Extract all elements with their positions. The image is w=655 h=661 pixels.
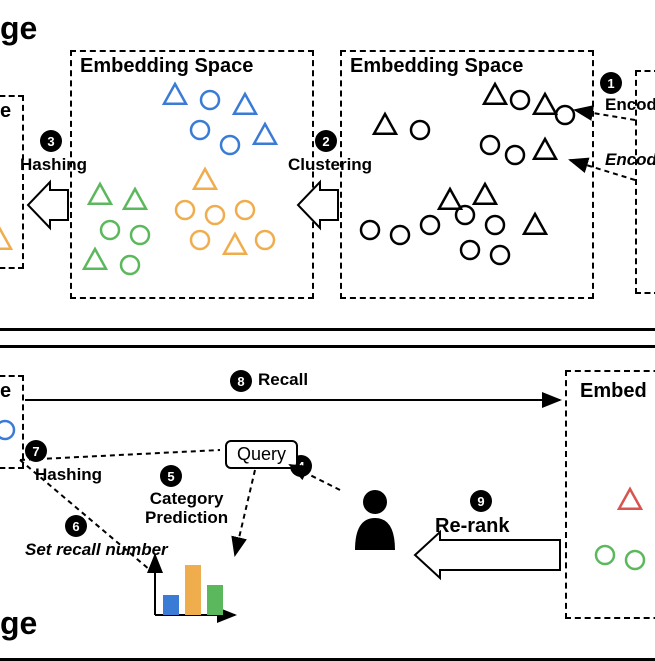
step3-badge: 3 bbox=[40, 130, 62, 152]
step6-label: Set recall number bbox=[25, 540, 168, 560]
step8-label: Recall bbox=[258, 370, 308, 390]
far-left-label: e bbox=[0, 100, 11, 123]
step7-badge: 7 bbox=[25, 440, 47, 462]
bottom-stage-label: ge bbox=[0, 605, 37, 642]
step1-label: Encoding bbox=[605, 95, 655, 115]
bottom-left-label: e bbox=[0, 380, 11, 403]
step1-badge: 1 bbox=[600, 72, 622, 94]
query-box: Query bbox=[225, 440, 298, 469]
step5-label: CategoryPrediction bbox=[145, 490, 228, 527]
step7-label: Hashing bbox=[35, 465, 102, 485]
step1b-label: Encoding bbox=[605, 150, 655, 170]
bottom-panel bbox=[0, 345, 655, 661]
embed-box-left bbox=[70, 50, 314, 299]
step3-label: Hashing bbox=[20, 155, 87, 175]
step2-label: Clustering bbox=[288, 155, 372, 175]
embed-box-right bbox=[340, 50, 594, 299]
embed-label-right: Embedding Space bbox=[350, 55, 523, 78]
top-stage-label: ge bbox=[0, 10, 37, 47]
step8-badge: 8 bbox=[230, 370, 252, 392]
bottom-embed-box bbox=[565, 370, 655, 619]
step2-badge: 2 bbox=[315, 130, 337, 152]
step6-badge: 6 bbox=[65, 515, 87, 537]
step5-badge: 5 bbox=[160, 465, 182, 487]
embed-label-left: Embedding Space bbox=[80, 55, 253, 78]
step9-label: Re-rank bbox=[435, 515, 509, 538]
bottom-embed-label: Embed bbox=[580, 380, 647, 403]
step9-badge: 9 bbox=[470, 490, 492, 512]
